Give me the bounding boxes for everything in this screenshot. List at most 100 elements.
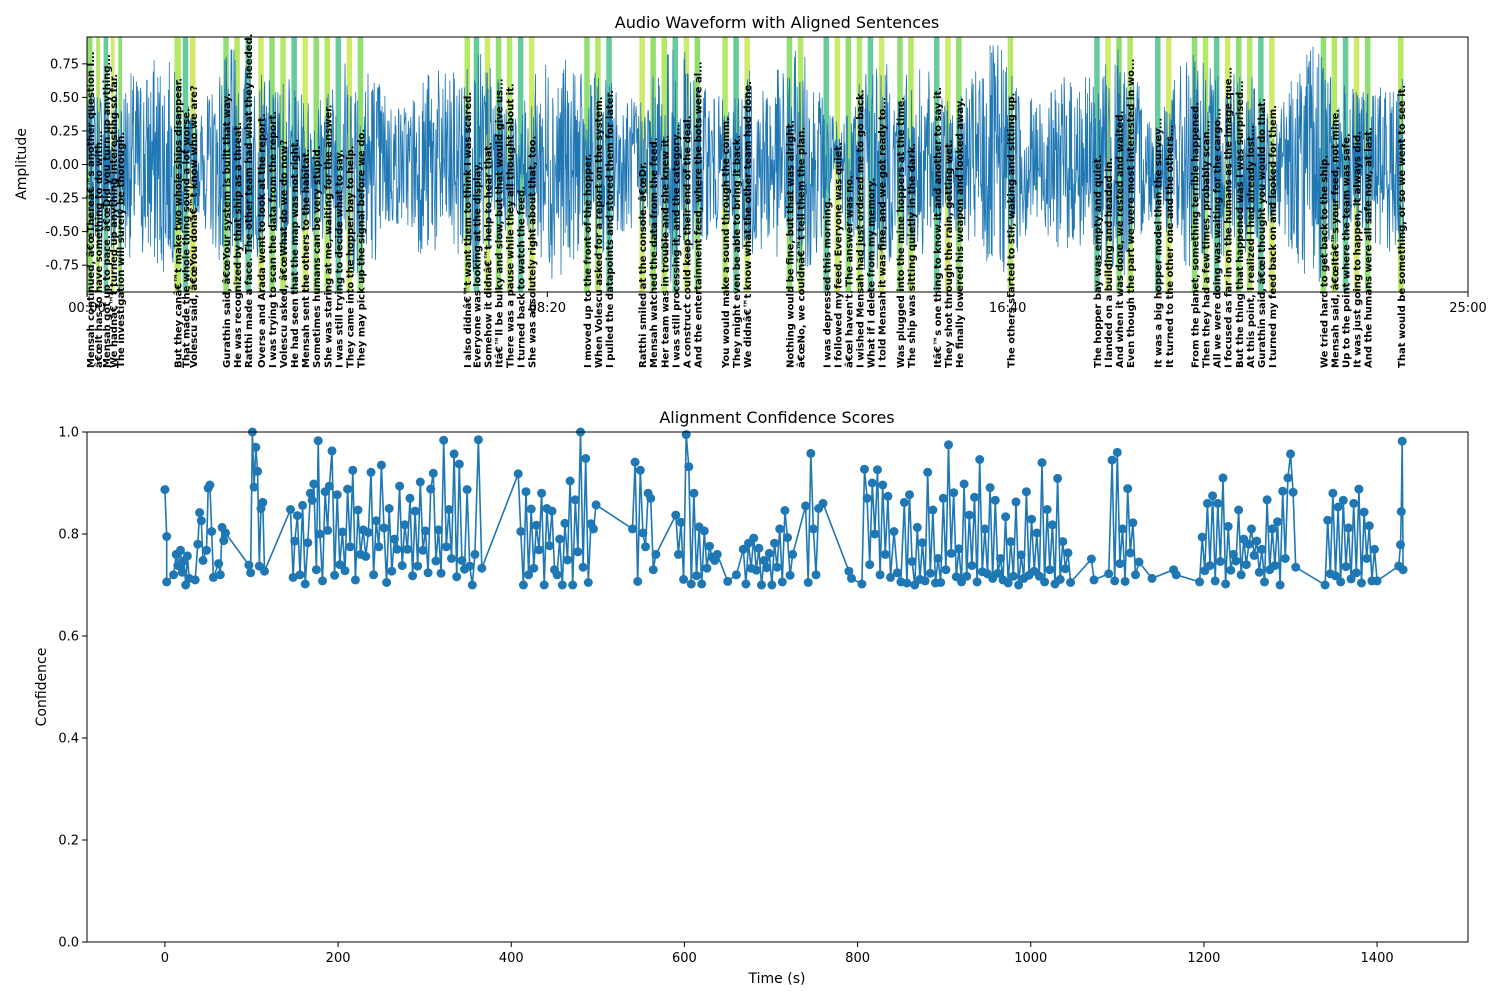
confidence-point [954, 544, 964, 554]
confidence-point [754, 543, 764, 553]
sentence-label: She was absolutely right about that, too… [528, 136, 539, 368]
confidence-point [198, 556, 208, 565]
confidence-point [1396, 507, 1406, 517]
confidence-point [181, 580, 191, 590]
confidence-point [363, 528, 373, 537]
confidence-point [962, 571, 972, 581]
confidence-point [759, 556, 769, 565]
confidence-point [867, 478, 877, 488]
confidence-point [421, 526, 430, 536]
sentence-label: But the thing that happened was I was su… [1235, 80, 1246, 368]
confidence-point [1328, 488, 1338, 498]
confidence-point [547, 506, 557, 516]
sentence-label: I moved up to the front of the hopper. [583, 154, 594, 368]
sentence-label: I focused as far in on the humans as the… [1224, 67, 1235, 368]
confidence-point [712, 549, 722, 559]
waveform-y-tick-label: 0.25 [50, 124, 79, 139]
waveform-y-ticks: 0.75 0.50 0.25 0.00 -0.25 -0.50 -0.75 [45, 57, 87, 274]
sentence-highlight-band [234, 37, 240, 292]
confidence-point [1058, 537, 1068, 547]
confidence-point [723, 576, 733, 586]
sentence-label: I was still processing it, and the categ… [671, 124, 682, 368]
confidence-point [177, 567, 187, 577]
sentence-label: Up to the point where the team was safe. [1342, 133, 1353, 368]
waveform-x-ticks: 00:00 08:20 16:40 25:00 [68, 292, 1487, 316]
confidence-point [889, 527, 899, 536]
confidence-point [513, 469, 523, 479]
confidence-point [990, 495, 1000, 505]
confidence-point [340, 566, 350, 576]
confidence-point [1118, 524, 1127, 534]
confidence-point [298, 500, 308, 510]
confidence-point [1357, 578, 1366, 588]
confidence-point [286, 505, 295, 514]
confidence-point [379, 523, 389, 533]
confidence-point [1040, 577, 1050, 587]
confidence-point [465, 561, 475, 571]
confidence-point [1341, 562, 1351, 572]
sentence-label: He was recognized by that ship as a thre… [233, 122, 244, 368]
confidence-point [400, 520, 410, 530]
confidence-point [1249, 550, 1259, 560]
confidence-point [689, 488, 699, 498]
confidence-point [518, 580, 528, 590]
confidence-x-tick-label: 400 [499, 951, 524, 966]
confidence-point [423, 568, 433, 578]
sentence-label: They might even be able to bring it back… [732, 135, 743, 368]
confidence-point [361, 551, 371, 561]
confidence-point [702, 563, 712, 573]
sentence-label: And the humans were all safe now, at las… [1364, 127, 1375, 368]
confidence-point [648, 565, 658, 575]
confidence-point [457, 556, 467, 565]
sentence-label: Sometimes humans can be very stupid. [312, 146, 323, 368]
sentence-label: Overse and Arada went to look at the rep… [257, 113, 268, 368]
confidence-point [1320, 580, 1330, 590]
sentence-label: But they canâ€™t make two whole ships di… [173, 78, 185, 368]
confidence-point [1110, 576, 1120, 586]
confidence-point [1115, 559, 1125, 569]
confidence-point [1218, 473, 1228, 483]
sentence-label: Everyone was looking at the display. [472, 162, 483, 368]
waveform-y-axis-label: Amplitude [14, 128, 30, 200]
confidence-axes-frame [86, 431, 1469, 943]
confidence-x-axis-label: Time (s) [748, 971, 806, 987]
confidence-point [862, 493, 872, 503]
confidence-point [431, 556, 441, 566]
confidence-point [452, 572, 462, 582]
confidence-point [169, 570, 179, 580]
confidence-point [1107, 455, 1117, 465]
confidence-point [413, 561, 423, 571]
sentence-label: They shot through the rain, getting wet. [944, 140, 955, 368]
confidence-point [371, 516, 381, 526]
confidence-point [628, 524, 637, 534]
confidence-point [1331, 571, 1340, 581]
confidence-point [305, 488, 315, 498]
confidence-point [376, 460, 386, 470]
confidence-point [928, 505, 938, 515]
confidence-point [923, 467, 933, 477]
sentence-highlight-band [473, 37, 480, 292]
confidence-point [408, 571, 418, 581]
confidence-point [1032, 528, 1042, 538]
confidence-point [975, 455, 985, 464]
confidence-point [544, 541, 554, 551]
sentence-label: That made the whole thing sound a lot wo… [182, 108, 193, 368]
confidence-point [392, 544, 402, 554]
confidence-point [428, 468, 438, 478]
confidence-point [933, 554, 943, 563]
confidence-point [770, 538, 779, 548]
confidence-point [1236, 570, 1246, 580]
confidence-point [173, 561, 183, 571]
confidence-point [970, 492, 979, 502]
confidence-point [578, 562, 588, 572]
confidence-point [946, 548, 956, 558]
confidence-point [1257, 544, 1267, 554]
confidence-point [251, 442, 261, 452]
confidence-point [1333, 502, 1343, 512]
confidence-point [1055, 574, 1065, 584]
confidence-point [573, 547, 583, 557]
confidence-point [993, 568, 1003, 578]
confidence-point [374, 542, 384, 552]
confidence-point [912, 522, 922, 532]
